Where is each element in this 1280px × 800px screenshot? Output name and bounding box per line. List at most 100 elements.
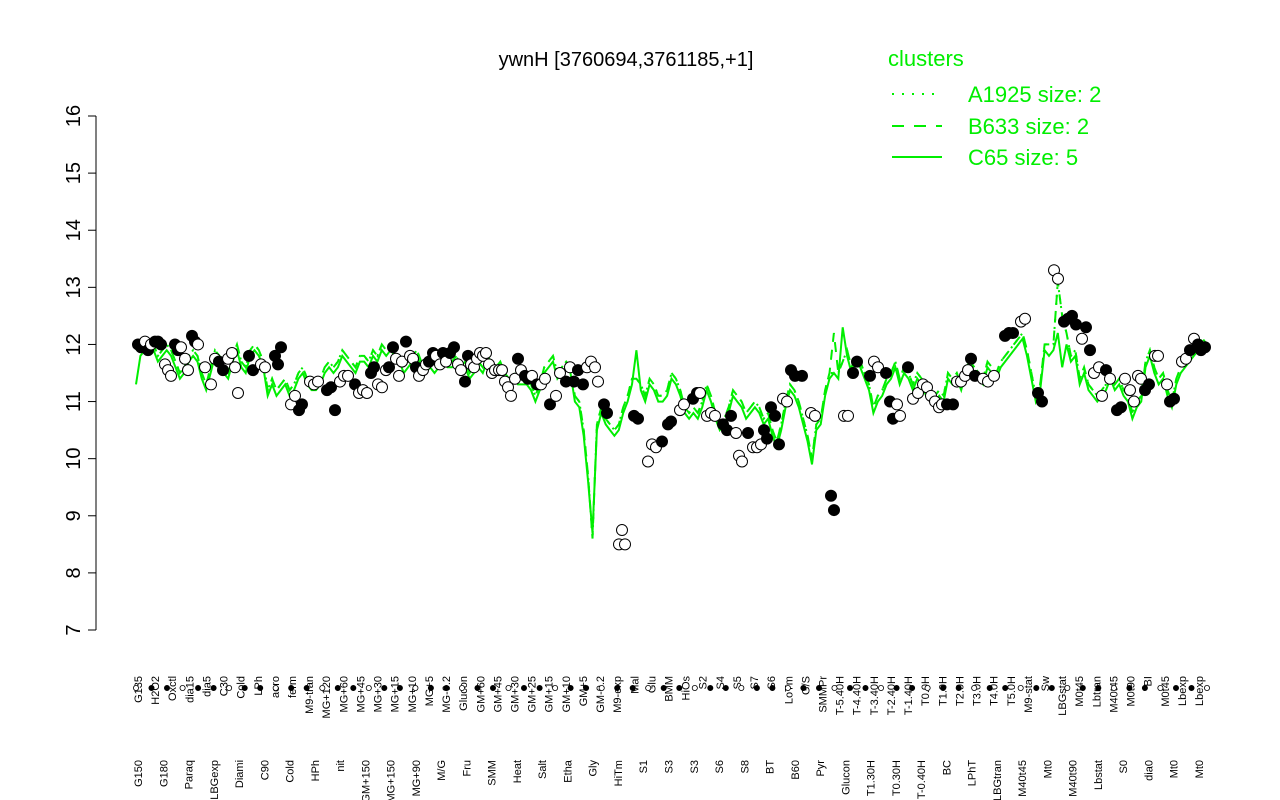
x-rug-mark (1126, 685, 1133, 692)
data-point (368, 361, 380, 374)
x-tick-label: H2O2 (150, 676, 162, 705)
x-tick-label: T4.0H (989, 676, 1001, 706)
data-point (642, 455, 654, 468)
x-tick-label: M40t90 (1068, 760, 1080, 797)
x-tick-label: GM+5 (578, 676, 590, 706)
x-rug-mark (163, 685, 170, 692)
x-tick-label: T5.0H (1006, 676, 1018, 706)
x-rug-mark (521, 685, 528, 692)
x-tick-label: Lbexp (1177, 676, 1189, 706)
x-rug-mark (645, 685, 652, 692)
x-rug-mark (319, 685, 326, 692)
x-tick-label: MG+45 (356, 676, 368, 712)
data-point (988, 369, 1000, 382)
x-tick-label: LPhT (967, 760, 979, 787)
data-point (376, 381, 388, 394)
x-tick-label: dia5 (202, 676, 214, 697)
y-axis-ticks: 7 8 9 10 11 12 13 14 15 16 (63, 105, 96, 636)
data-point (601, 406, 613, 419)
x-tick-labels-bottom: G150 G180 Paraq LBGexp Diami C90 Cold HPh nit GM+… (133, 759, 1206, 800)
data-point (1124, 384, 1136, 397)
data-point (387, 341, 399, 354)
data-point (864, 369, 876, 382)
x-tick-label: BMM (664, 676, 676, 702)
x-tick-label: Glucon (840, 760, 852, 795)
x-rug-mark (474, 685, 481, 692)
x-rug-mark (489, 685, 496, 692)
y-tick-label-16: 16 (63, 105, 85, 127)
data-point (232, 386, 244, 399)
data-point (459, 375, 471, 388)
data-point (512, 352, 524, 365)
data-point (1161, 378, 1173, 391)
x-tick-label: MG+120 (321, 676, 333, 719)
x-rug-mark (1017, 685, 1024, 692)
x-tick-label: S3 (689, 760, 701, 773)
x-rug-mark (303, 685, 310, 692)
x-tick-label: Glucon (458, 676, 470, 711)
data-point (665, 415, 677, 428)
x-tick-label: S2 (698, 676, 710, 689)
data-point (554, 367, 566, 379)
x-tick-label: Heat (512, 760, 524, 783)
data-point (229, 361, 241, 374)
x-tick-label: Gly (588, 759, 600, 776)
x-tick-label: GM+10 (561, 676, 573, 712)
data-point (217, 364, 229, 377)
x-rug-mark (443, 685, 450, 692)
x-rug-mark (971, 685, 978, 692)
data-point (709, 409, 721, 422)
x-tick-label: S0 (1118, 760, 1130, 773)
x-tick-label: BI (1143, 676, 1155, 686)
data-point (781, 395, 793, 408)
x-rug-mark (365, 685, 372, 692)
data-point (544, 398, 556, 411)
x-tick-label: T-3.40H (869, 676, 881, 715)
data-point (329, 404, 341, 417)
data-point (165, 369, 177, 382)
data-point (891, 398, 903, 411)
data-point (616, 524, 628, 537)
data-point (736, 455, 748, 468)
x-rug-mark (862, 685, 869, 692)
x-tick-label: Mt0 (1169, 760, 1181, 778)
data-point (1070, 318, 1082, 331)
x-rug-mark (1157, 685, 1164, 692)
data-point (894, 409, 906, 422)
x-tick-label: G150 (133, 760, 145, 787)
data-point (761, 432, 773, 445)
x-tick-label: Pyr (815, 760, 827, 777)
x-tick-label: GM+60 (475, 676, 487, 712)
data-point (1076, 332, 1088, 345)
x-rug-mark (940, 685, 947, 692)
y-tick-label-12: 12 (63, 333, 85, 355)
x-rug-mark (1079, 685, 1086, 692)
data-point (243, 349, 255, 362)
x-tick-label: dia15 (184, 676, 196, 703)
x-rug-mark (334, 685, 341, 692)
x-rug-mark (257, 685, 264, 692)
x-rug-mark (179, 685, 186, 692)
data-point (361, 386, 373, 399)
data-point (393, 369, 405, 382)
x-rug-mark (800, 685, 807, 692)
x-rug-mark (552, 685, 559, 692)
x-tick-label: HiTm (613, 760, 625, 786)
data-point (182, 364, 194, 377)
x-rug-mark (148, 685, 155, 692)
x-tick-label: T-5.40H (835, 676, 847, 715)
x-tick-label: Cold (236, 676, 248, 699)
data-point (842, 409, 854, 422)
data-point (589, 361, 601, 374)
x-tick-label: T2.0H (954, 676, 966, 706)
x-tick-label: M40t45 (1017, 760, 1029, 797)
x-tick-label: Lbstat (1093, 760, 1105, 790)
data-point (247, 364, 259, 377)
data-point (383, 361, 395, 374)
x-axis-ticks (132, 685, 1211, 692)
data-point (1052, 272, 1064, 285)
data-point (577, 378, 589, 391)
y-tick-label-7: 7 (63, 624, 85, 635)
x-tick-label: MG+90 (411, 760, 423, 796)
x-tick-label: T0.0H (920, 676, 932, 706)
